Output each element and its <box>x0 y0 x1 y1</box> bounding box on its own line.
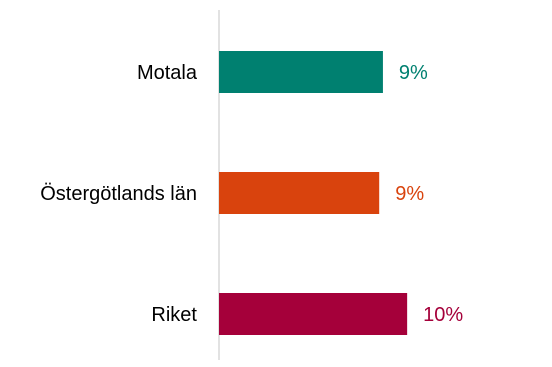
bar-östergötlands-län <box>219 172 380 214</box>
data-label-motala: 9% <box>399 62 428 84</box>
bar-motala <box>219 51 383 93</box>
labels-group: Motala 9% Östergötlands län 9% Riket 10% <box>40 62 463 326</box>
category-label-östergötlands-län: Östergötlands län <box>40 183 197 205</box>
data-label-östergötlands-län: 9% <box>395 183 424 205</box>
bar-riket <box>219 293 408 335</box>
category-label-riket: Riket <box>151 304 197 326</box>
data-label-riket: 10% <box>423 304 463 326</box>
category-label-motala: Motala <box>137 62 198 84</box>
bars-group <box>219 51 408 335</box>
